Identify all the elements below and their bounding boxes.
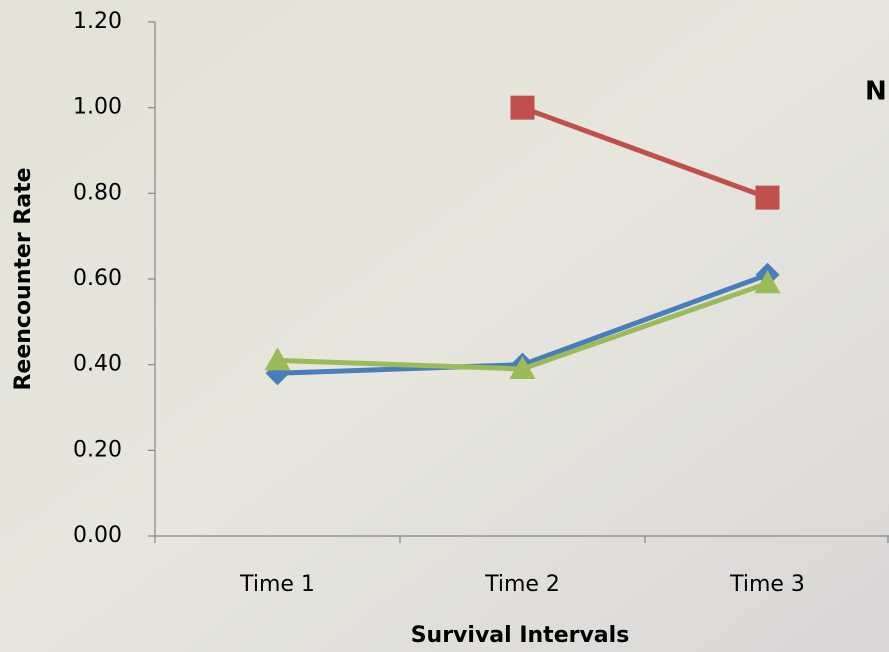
- x-tick-label: Time 3: [729, 572, 805, 597]
- y-axis-title: Reencounter Rate: [11, 167, 36, 390]
- background: [0, 0, 889, 652]
- y-tick-label: 0.00: [73, 523, 122, 548]
- y-tick-label: 1.20: [73, 9, 122, 34]
- x-tick-label: Time 1: [239, 572, 315, 597]
- y-tick-label: 0.60: [73, 266, 122, 291]
- chart: N Survival Intervals Reencounter Rate 0.…: [0, 0, 889, 652]
- annotation: N: [865, 77, 887, 107]
- page: N Survival Intervals Reencounter Rate 0.…: [0, 0, 889, 652]
- y-tick-label: 0.80: [73, 180, 122, 205]
- x-tick-label: Time 2: [484, 572, 560, 597]
- marker: [511, 96, 535, 120]
- marker: [756, 186, 780, 210]
- y-tick-label: 0.40: [73, 352, 122, 377]
- y-tick-label: 0.20: [73, 437, 122, 462]
- y-tick-label: 1.00: [73, 95, 122, 120]
- x-axis-title: Survival Intervals: [411, 623, 630, 648]
